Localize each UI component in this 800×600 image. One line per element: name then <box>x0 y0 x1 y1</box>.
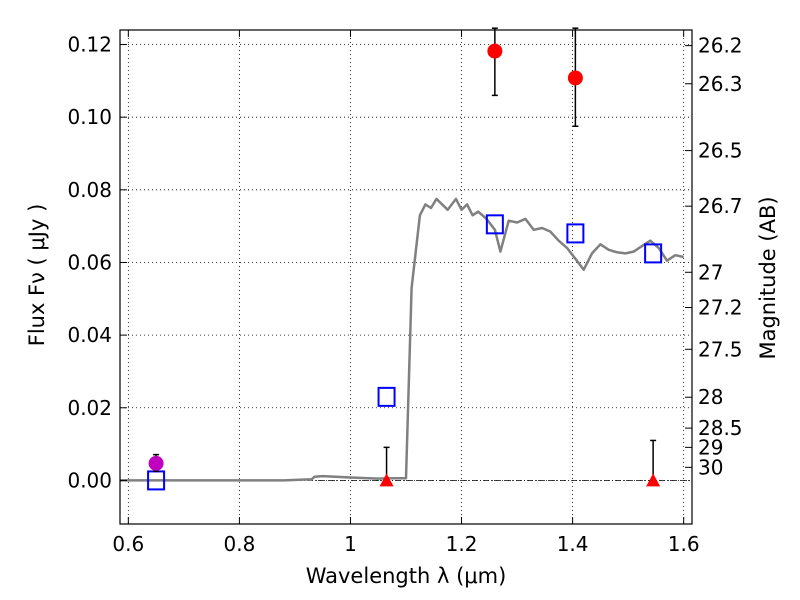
model-square-marker <box>566 223 585 244</box>
magnitude-tick-label: 26.7 <box>698 194 743 218</box>
y-axis-label: Flux Fν ( μJy ) <box>25 204 49 347</box>
model-square-marker <box>377 386 396 407</box>
plot-series <box>120 27 684 491</box>
axes <box>119 29 693 525</box>
data-point-marker <box>487 43 503 59</box>
grid <box>120 30 692 524</box>
upper-limit-marker <box>379 473 394 487</box>
y-tick-label: 0.06 <box>67 250 112 274</box>
x-tick-label: 0.8 <box>223 532 255 556</box>
magnitude-tick-label: 30 <box>698 455 723 479</box>
magnitude-tick-label: 28 <box>698 385 723 409</box>
y-tick-label: 0.08 <box>67 178 112 202</box>
y-tick-label: 0.00 <box>67 468 112 492</box>
y-tick-label: 0.04 <box>67 323 112 347</box>
data-point-marker <box>567 70 583 86</box>
x-tick-label: 0.6 <box>112 532 144 556</box>
x-tick-label: 1.2 <box>446 532 478 556</box>
y-tick-label: 0.02 <box>67 396 112 420</box>
magnitude-tick-label: 27 <box>698 260 723 284</box>
magnitude-tick-label: 27.2 <box>698 296 743 320</box>
x-tick-label: 1.4 <box>557 532 589 556</box>
model-square-marker <box>485 214 504 235</box>
tick-labels: 0.6 0.8 1 1.2 1.4 1.6 0.00 0.02 0.04 0.06 0.08 0.10… <box>67 33 742 556</box>
right-axis-label: Magnitude (AB) <box>756 196 780 359</box>
magnitude-tick-label: 27.5 <box>698 337 743 361</box>
data-point-marker <box>148 455 164 471</box>
upper-limit-marker <box>646 473 661 487</box>
plot-frame <box>119 29 693 525</box>
y-tick-label: 0.12 <box>67 33 112 57</box>
model-square-marker <box>644 243 663 264</box>
spectrum-line <box>120 197 684 482</box>
x-axis-label: Wavelength λ (μm) <box>306 564 507 588</box>
magnitude-tick-label: 26.5 <box>698 139 743 163</box>
y-tick-label: 0.10 <box>67 105 112 129</box>
x-tick-label: 1.6 <box>668 532 700 556</box>
magnitude-tick-label: 26.2 <box>698 34 743 58</box>
x-tick-label: 1 <box>344 532 357 556</box>
magnitude-tick-label: 28.5 <box>698 416 743 440</box>
magnitude-tick-label: 29 <box>698 435 723 459</box>
magnitude-tick-label: 26.3 <box>698 72 743 96</box>
